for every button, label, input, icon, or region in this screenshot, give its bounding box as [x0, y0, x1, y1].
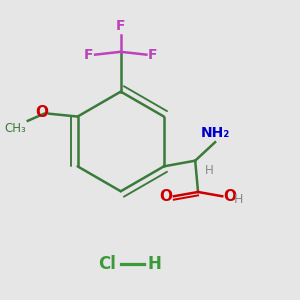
Text: O: O	[36, 105, 49, 120]
Text: NH₂: NH₂	[200, 126, 230, 140]
Text: F: F	[84, 48, 94, 62]
Text: Cl: Cl	[99, 255, 116, 273]
Text: F: F	[148, 48, 157, 62]
Text: CH₃: CH₃	[4, 122, 26, 135]
Text: H: H	[148, 255, 162, 273]
Text: O: O	[159, 189, 172, 204]
Text: H: H	[234, 193, 244, 206]
Text: H: H	[205, 164, 214, 176]
Text: O: O	[223, 189, 236, 204]
Text: F: F	[116, 19, 125, 33]
